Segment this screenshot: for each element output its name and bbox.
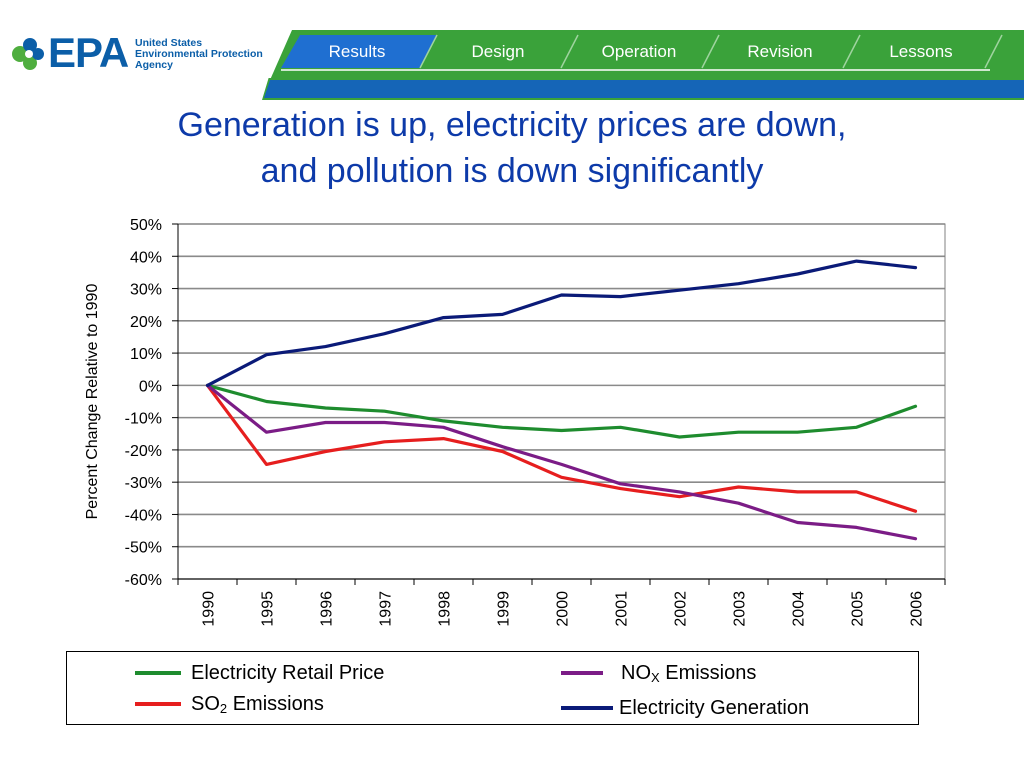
x-tick-label: 2006 (909, 591, 926, 627)
legend-swatch-nox (561, 671, 603, 675)
x-tick-label: 1990 (201, 591, 218, 627)
series-line (205, 383, 918, 439)
y-tick-label: -40% (125, 507, 162, 524)
legend-label-so2-rest: Emissions (227, 693, 324, 715)
epa-flower-icon (12, 38, 44, 70)
legend-swatch-generation (561, 706, 613, 710)
y-tick-label: 20% (130, 314, 162, 331)
legend-label-so2-sub: 2 (219, 701, 228, 716)
y-tick-label: 30% (130, 282, 162, 299)
y-axis-label: Percent Change Relative to 1990 (84, 284, 101, 520)
tab-lessons[interactable]: Lessons (889, 42, 953, 61)
y-tick-label: -60% (125, 572, 162, 589)
header-bar: EPA United States Environmental Protecti… (0, 0, 1024, 100)
nav-tabs: Results Design Operation Revision Lesson… (0, 0, 1024, 100)
x-tick-label: 1999 (496, 591, 513, 627)
line-chart: 50% 40% 30% 20% 10% 0% -10% -20% -30% -40% -50% -60… (84, 217, 946, 627)
logo-agency-name: United States Environmental Protection A… (135, 38, 285, 71)
legend-label-so2: SO2 Emissions (191, 690, 324, 723)
logo-line-3: Agency (135, 59, 173, 71)
y-tick-label: 40% (130, 249, 162, 266)
header-banner (0, 24, 1024, 100)
legend-label-so2-main: SO (191, 693, 220, 715)
series-line (205, 383, 918, 513)
y-tick-label: 0% (139, 378, 162, 395)
logo-line-2: Environmental Protection (135, 48, 263, 60)
epa-logo[interactable]: EPA United States Environmental Protecti… (8, 29, 278, 76)
logo-wordmark: EPA (48, 29, 129, 76)
legend-label-nox-sub: X (651, 670, 660, 685)
legend-swatch-so2 (135, 702, 181, 706)
tab-design[interactable]: Design (471, 42, 525, 61)
tab-revision[interactable]: Revision (747, 42, 813, 61)
legend-label-retail-price: Electricity Retail Price (191, 662, 385, 684)
y-tick-label: -50% (125, 540, 162, 557)
legend-label-nox-main: NO (621, 662, 651, 684)
x-tick-label: 1997 (378, 591, 395, 627)
legend-label-generation: Electricity Generation (619, 697, 810, 719)
y-axis-tick-labels: 50% 40% 30% 20% 10% 0% -10% -20% -30% -40% -50% -60… (125, 217, 162, 589)
y-tick-label: -10% (125, 411, 162, 428)
tab-results[interactable]: Results (328, 42, 386, 61)
x-tick-label: 1995 (260, 591, 277, 627)
y-tick-label: 50% (130, 217, 162, 234)
tab-operation[interactable]: Operation (601, 42, 677, 61)
axis-ticks (172, 223, 946, 585)
series-line (205, 259, 918, 387)
legend-swatch-retail-price (135, 671, 181, 675)
x-tick-label: 2000 (555, 591, 572, 627)
x-tick-label: 1996 (319, 591, 336, 627)
x-tick-label: 2004 (791, 591, 808, 627)
logo-line-1: United States (135, 37, 203, 49)
series-line (205, 383, 918, 541)
x-tick-label: 2002 (673, 591, 690, 627)
legend-label-nox-rest: Emissions (659, 662, 757, 684)
chart-legend: Electricity Retail Price SO2 Emissions N… (66, 651, 919, 725)
slide-title-line-2: and pollution is down significantly (260, 152, 764, 190)
slide-title: Generation is up, electricity prices are… (0, 102, 1024, 194)
slide-title-line-1: Generation is up, electricity prices are… (177, 106, 847, 144)
x-axis-tick-labels: 1990 1995 1996 1997 1998 1999 2000 2001 2002 2003… (201, 591, 926, 627)
y-tick-label: -20% (125, 443, 162, 460)
y-tick-label: -30% (125, 475, 162, 492)
x-tick-label: 2001 (614, 591, 631, 627)
x-tick-label: 2003 (732, 591, 749, 627)
legend-label-nox: NOX Emissions (621, 659, 756, 692)
x-tick-label: 2005 (850, 591, 867, 627)
plot-series (205, 259, 918, 541)
x-tick-label: 1998 (437, 591, 454, 627)
y-tick-label: 10% (130, 346, 162, 363)
